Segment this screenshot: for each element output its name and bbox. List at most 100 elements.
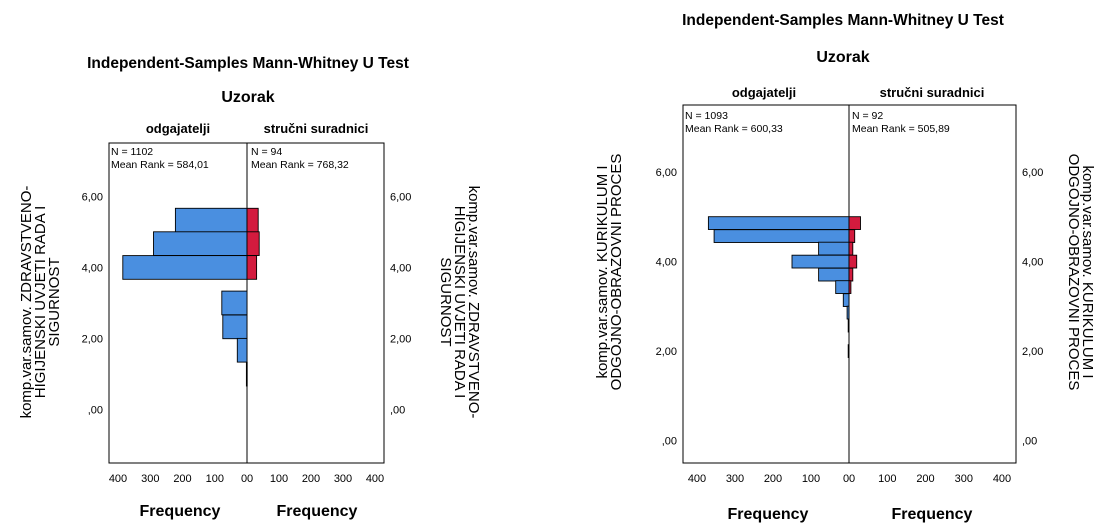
x-tick-label: 300: [726, 473, 744, 485]
y-tick-label: 6,00: [82, 191, 103, 203]
x-tick-label: 200: [173, 473, 191, 485]
mean-rank-right: Mean Rank = 505,89: [852, 123, 950, 135]
y-label-right-line3: SIGURNOST: [437, 257, 454, 346]
x-ticks: 400 300 200 100 0 0 100 200 300 400: [688, 473, 1011, 485]
y-tick-label: 2,00: [1022, 346, 1043, 358]
histogram-bar-left: [713, 229, 850, 243]
x-ticks: 400 300 200 100 0 0 100 200 300 400: [109, 473, 384, 485]
y-label-left: komp.var.samov. ZDRAVSTVENO- HIGIJENSKI …: [18, 186, 63, 419]
group-label-right: stručni suradnici: [264, 121, 369, 136]
histogram-bar-right: [246, 231, 260, 256]
x-tick-label: 300: [141, 473, 159, 485]
x-tick-label: 400: [993, 473, 1011, 485]
histogram-bar-left: [847, 344, 850, 358]
y-tick-label: 4,00: [390, 262, 411, 274]
y-tick-label: 4,00: [656, 257, 677, 269]
histogram-bar-left: [707, 216, 850, 230]
histogram-bar-left: [174, 207, 248, 233]
chart-zdravstveno: Independent-Samples Mann-Whitney U Test …: [18, 55, 482, 520]
y-label-right-line2: ODGOJNO-OBRAZOVNI PROCES: [1065, 154, 1082, 391]
y-tick-label: 6,00: [1022, 167, 1043, 179]
y-ticks-right: ,00 2,00 4,00 6,00: [390, 191, 411, 416]
histogram-bar-left: [222, 314, 248, 340]
x-tick-label: 400: [109, 473, 127, 485]
histogram-bar-right: [848, 241, 854, 256]
histogram-bar-right: [848, 280, 852, 294]
x-label-right: Frequency: [277, 503, 358, 520]
x-tick-label: 400: [688, 473, 706, 485]
y-label-left-line1: komp.var.samov. KURIKULUM I: [594, 165, 611, 378]
histogram-bar-left: [791, 254, 850, 269]
histogram-bar-left: [842, 293, 850, 307]
n-right: N = 94: [251, 146, 282, 158]
y-tick-label: ,00: [390, 405, 405, 417]
y-ticks-left: ,00 2,00 4,00 6,00: [82, 191, 103, 416]
x-label-right: Frequency: [892, 506, 973, 523]
x-tick-label: 100: [802, 473, 820, 485]
x-tick-label: 200: [916, 473, 934, 485]
x-tick-label: 100: [206, 473, 224, 485]
histogram-bar-right: [848, 229, 856, 243]
y-label-right-line1: komp.var.samov. ZDRAVSTVENO-: [465, 186, 482, 419]
y-label-right-line2: HIGIJENSKI UVJETI RADA I: [451, 206, 468, 399]
y-tick-label: ,00: [662, 436, 677, 448]
x-tick-label: 300: [955, 473, 973, 485]
x-tick-label: 200: [302, 473, 320, 485]
bars: [707, 216, 861, 358]
histogram-bar-left: [818, 267, 850, 282]
y-tick-label: 6,00: [390, 191, 411, 203]
chart-title: Independent-Samples Mann-Whitney U Test: [682, 12, 1004, 29]
y-tick-label: 2,00: [82, 334, 103, 346]
y-tick-label: ,00: [1022, 436, 1037, 448]
y-label-left: komp.var.samov. KURIKULUM I ODGOJNO-OBRA…: [594, 154, 625, 391]
y-label-left-line2: ODGOJNO-OBRAZOVNI PROCES: [608, 154, 625, 391]
y-label-left-line3: SIGURNOST: [46, 257, 63, 346]
x-tick-label: 300: [334, 473, 352, 485]
histogram-bar-right: [848, 267, 854, 282]
x-tick-label: 100: [270, 473, 288, 485]
histogram-bar-left: [835, 280, 850, 294]
y-label-left-line1: komp.var.samov. ZDRAVSTVENO-: [18, 186, 35, 419]
histogram-bar-right: [848, 254, 858, 269]
x-tick-label: 100: [878, 473, 896, 485]
chart-kurikulum: Independent-Samples Mann-Whitney U Test …: [594, 12, 1096, 523]
x-tick-label: 0: [849, 473, 855, 485]
x-tick-label: 0: [843, 473, 849, 485]
histogram-bar-left: [818, 241, 850, 256]
histogram-bar-left: [847, 318, 850, 333]
y-tick-label: 2,00: [656, 346, 677, 358]
y-label-left-line2: HIGIJENSKI UVJETI RADA I: [32, 206, 49, 399]
y-ticks-left: ,00 2,00 4,00 6,00: [656, 167, 677, 448]
group-label-left: odgajatelji: [732, 85, 796, 100]
chart-title: Independent-Samples Mann-Whitney U Test: [87, 55, 409, 72]
x-tick-label: 0: [247, 473, 253, 485]
histogram-bar-right: [848, 216, 861, 230]
n-left: N = 1102: [111, 146, 153, 158]
histogram-bar-left: [122, 255, 248, 280]
histogram-bar-left: [846, 305, 850, 320]
y-tick-label: 6,00: [656, 167, 677, 179]
y-label-right-line1: komp.var.samov. KURIKULUM I: [1079, 165, 1096, 378]
y-label-right: komp.var.samov. ZDRAVSTVENO- HIGIJENSKI …: [437, 186, 482, 419]
bars: [122, 207, 260, 387]
histogram-bar-right: [246, 207, 259, 233]
y-tick-label: 4,00: [1022, 257, 1043, 269]
y-tick-label: ,00: [88, 405, 103, 417]
y-label-right: komp.var.samov. KURIKULUM I ODGOJNO-OBRA…: [1065, 154, 1096, 391]
y-tick-label: 4,00: [82, 262, 103, 274]
x-tick-label: 400: [366, 473, 384, 485]
x-tick-label: 200: [764, 473, 782, 485]
mean-rank-right: Mean Rank = 768,32: [251, 159, 349, 171]
x-tick-label: 0: [241, 473, 247, 485]
group-label-right: stručni suradnici: [880, 85, 985, 100]
n-right: N = 92: [852, 110, 883, 122]
histogram-bar-left: [221, 290, 248, 316]
chart-subtitle: Uzorak: [816, 49, 869, 66]
x-label-left: Frequency: [140, 503, 221, 520]
chart-subtitle: Uzorak: [221, 89, 274, 106]
group-label-left: odgajatelji: [146, 121, 210, 136]
histogram-bar-left: [236, 337, 248, 363]
mean-rank-left: Mean Rank = 584,01: [111, 159, 209, 171]
histogram-bar-left: [245, 361, 248, 387]
